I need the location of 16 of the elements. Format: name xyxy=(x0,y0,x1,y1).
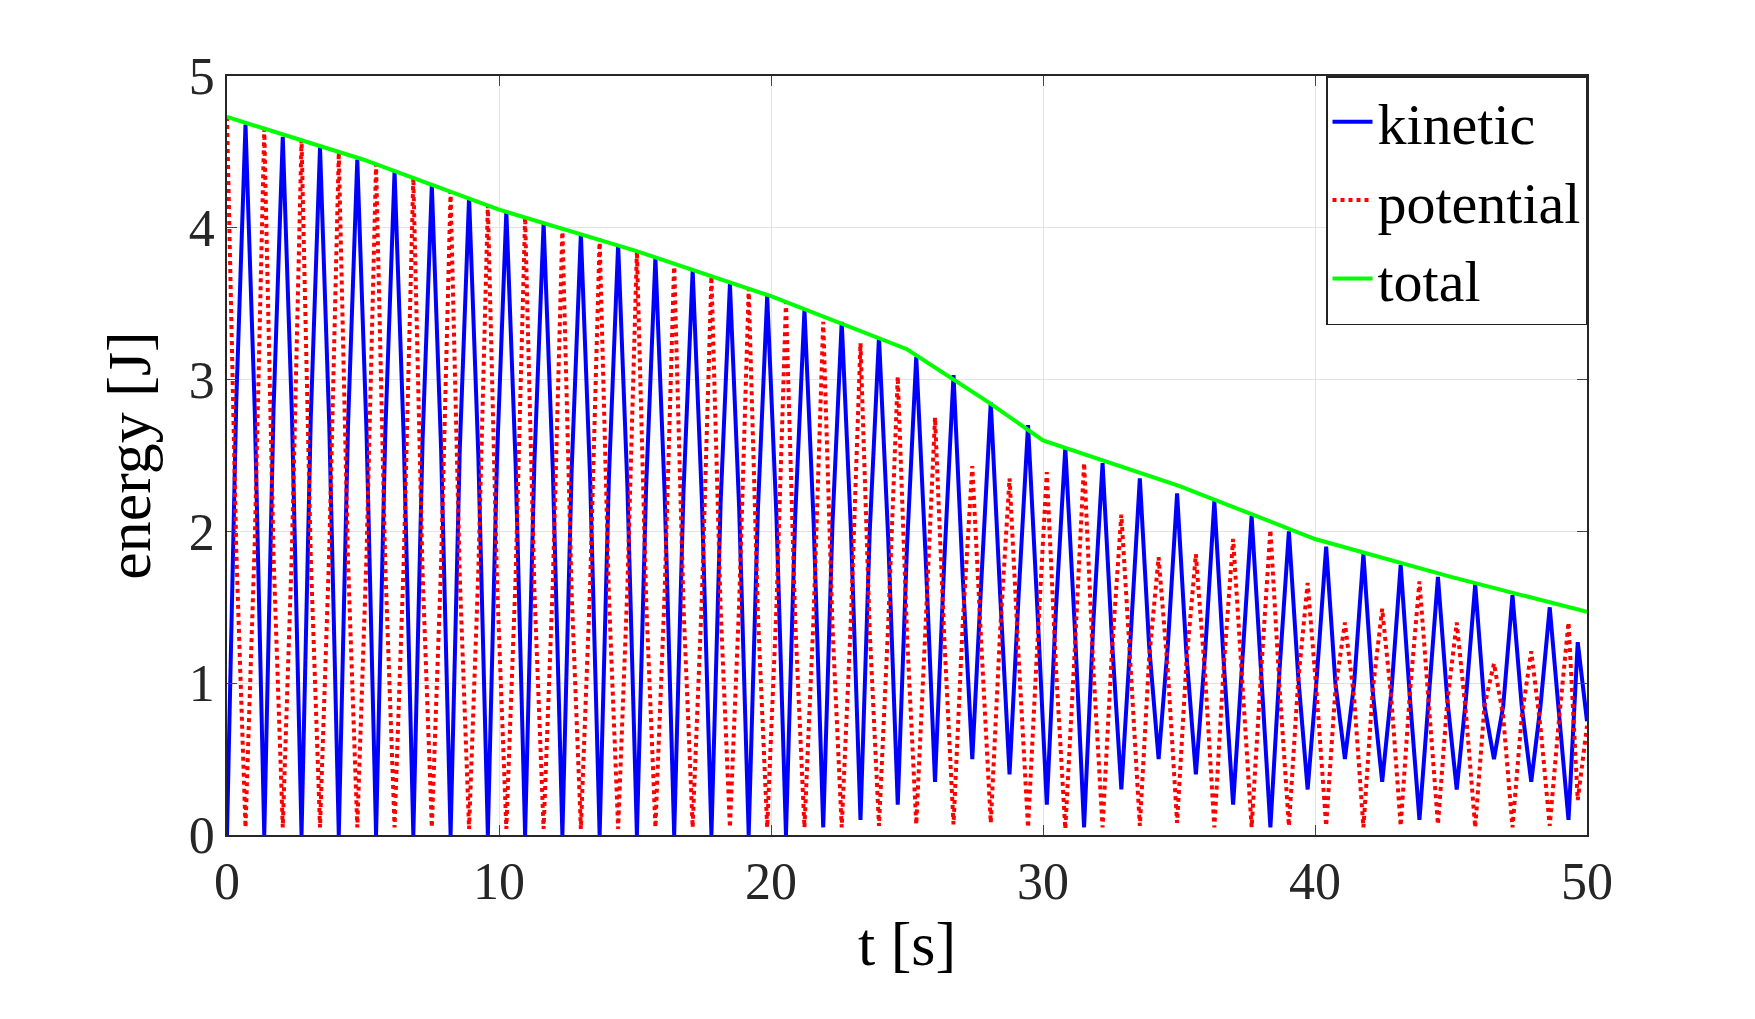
y-tick-label: 3 xyxy=(188,351,215,409)
y-tick-label: 2 xyxy=(188,503,215,561)
x-tick-label: 30 xyxy=(1017,853,1069,911)
legend-label: total xyxy=(1377,249,1481,315)
x-tick-label: 20 xyxy=(745,853,797,911)
x-axis-title: t [s] xyxy=(857,909,957,978)
y-axis-title: energy [J] xyxy=(95,331,164,580)
x-tick-label: 10 xyxy=(473,853,525,911)
x-tick-label: 40 xyxy=(1289,853,1341,911)
y-tick-label: 4 xyxy=(188,200,215,257)
y-tick-label: 0 xyxy=(188,807,215,865)
x-tick-label: 50 xyxy=(1561,853,1613,911)
y-tick-label: 5 xyxy=(188,48,215,106)
y-tick-label: 1 xyxy=(188,655,215,713)
legend-label: kinetic xyxy=(1377,92,1536,158)
legend-label: potential xyxy=(1377,170,1581,236)
